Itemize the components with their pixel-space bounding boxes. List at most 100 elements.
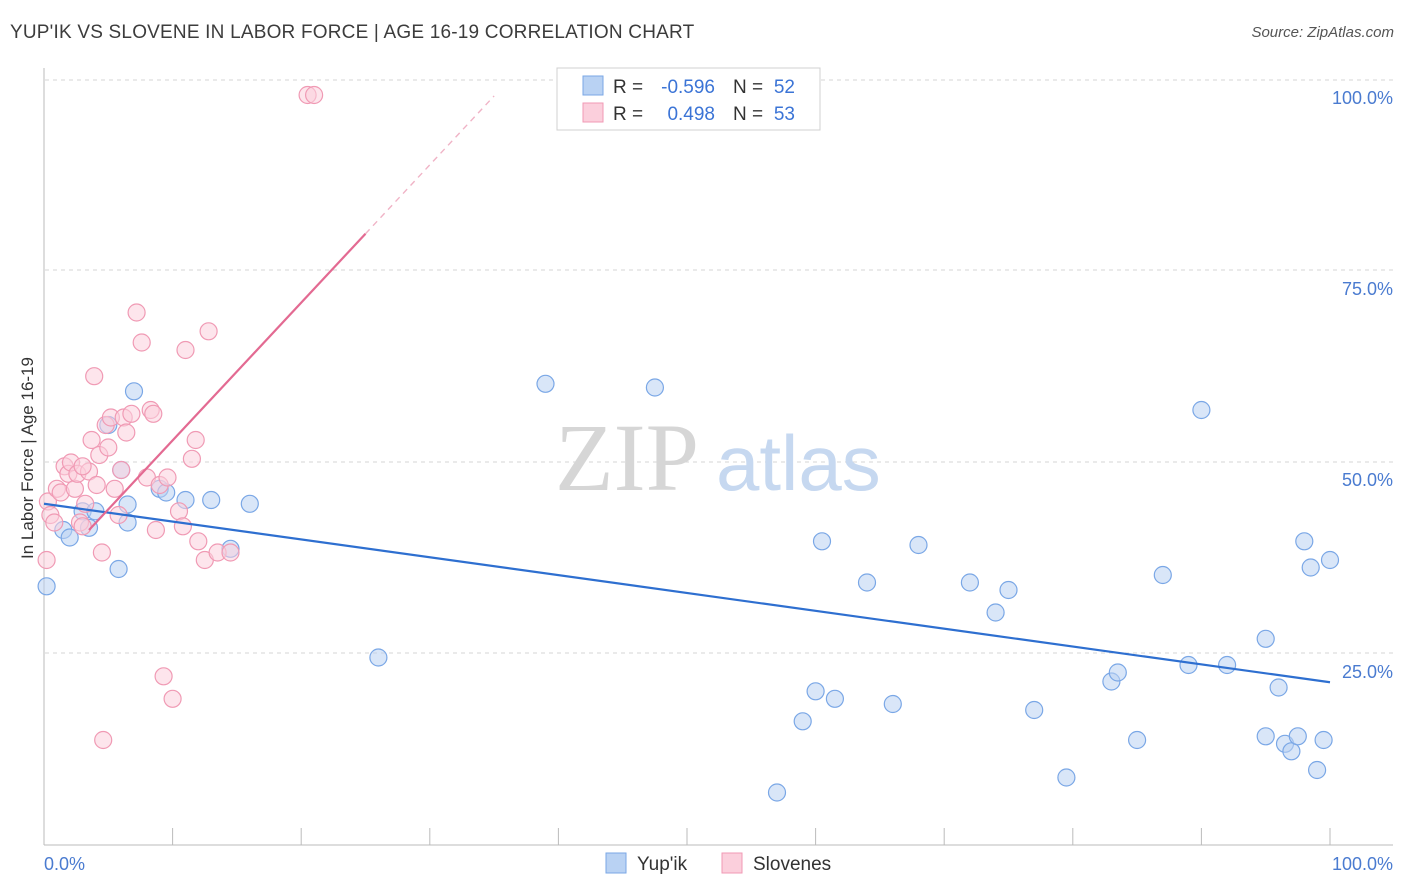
point-slovenes-12 bbox=[73, 517, 92, 536]
points-layer bbox=[37, 85, 1340, 802]
watermark-atlas: atlas bbox=[716, 419, 881, 507]
stats-r-value-yupik: -0.596 bbox=[661, 77, 715, 98]
source-credit: Source: ZipAtlas.com bbox=[1251, 24, 1394, 41]
point-yupik-43 bbox=[1269, 678, 1288, 697]
point-slovenes-19 bbox=[92, 543, 112, 562]
y-tick-label-75: 75.0% bbox=[1342, 279, 1393, 299]
point-yupik-45 bbox=[1282, 742, 1301, 761]
point-slovenes-24 bbox=[105, 479, 124, 498]
stats-n-label-yupik: N = bbox=[733, 77, 763, 98]
trend-layer bbox=[43, 95, 1331, 684]
point-slovenes-52 bbox=[73, 457, 92, 476]
point-yupik-31 bbox=[999, 580, 1018, 600]
point-yupik-40 bbox=[1217, 655, 1237, 675]
legend-label-slovenes: Slovenes bbox=[753, 854, 831, 875]
point-slovenes-39 bbox=[163, 689, 182, 708]
y-tick-label-25: 25.0% bbox=[1342, 662, 1393, 682]
point-yupik-19 bbox=[536, 374, 555, 393]
legend-swatch-slovenes bbox=[721, 852, 743, 874]
point-slovenes-38 bbox=[158, 468, 177, 487]
point-slovenes-15 bbox=[82, 430, 101, 450]
point-yupik-30 bbox=[986, 603, 1005, 622]
point-yupik-39 bbox=[1192, 400, 1211, 420]
point-yupik-17 bbox=[240, 494, 259, 513]
stats-swatch-slovenes bbox=[582, 102, 604, 123]
point-yupik-18 bbox=[369, 648, 388, 667]
point-slovenes-40 bbox=[169, 502, 189, 521]
trendline-slovenes bbox=[88, 232, 367, 531]
point-slovenes-29 bbox=[122, 404, 141, 423]
series-legend: Yup'ik Slovenes bbox=[605, 852, 831, 875]
point-yupik-21 bbox=[767, 783, 787, 802]
point-yupik-26 bbox=[857, 573, 877, 592]
y-tick-label-50: 50.0% bbox=[1342, 470, 1393, 490]
point-yupik-28 bbox=[909, 535, 928, 555]
x-tick-label-0: 0.0% bbox=[44, 854, 85, 874]
point-slovenes-34 bbox=[144, 404, 163, 423]
point-yupik-24 bbox=[812, 532, 832, 551]
stats-n-value-yupik: 52 bbox=[774, 77, 795, 98]
point-slovenes-47 bbox=[199, 322, 218, 341]
point-yupik-46 bbox=[1288, 727, 1307, 746]
stats-n-label-slovenes: N = bbox=[733, 104, 763, 125]
point-yupik-47 bbox=[1295, 532, 1314, 551]
chart-title: YUP'IK VS SLOVENE IN LABOR FORCE | AGE 1… bbox=[10, 22, 695, 43]
point-yupik-29 bbox=[960, 573, 980, 592]
point-yupik-37 bbox=[1153, 565, 1172, 585]
point-slovenes-20 bbox=[94, 730, 113, 750]
point-slovenes-16 bbox=[85, 367, 104, 386]
y-tick-label-100: 100.0% bbox=[1332, 88, 1393, 108]
point-yupik-33 bbox=[1057, 768, 1076, 787]
point-yupik-10 bbox=[109, 559, 128, 579]
x-axis-ticks bbox=[172, 828, 1331, 845]
point-slovenes-17 bbox=[87, 475, 106, 495]
trendline-slovenes-extension bbox=[364, 95, 495, 235]
point-slovenes-49 bbox=[221, 543, 240, 562]
point-yupik-22 bbox=[793, 712, 812, 731]
point-yupik-42 bbox=[1256, 727, 1275, 746]
stats-legend: R = -0.596 N = 52 R = 0.498 N = 53 bbox=[556, 67, 821, 131]
point-slovenes-28 bbox=[117, 423, 136, 442]
point-yupik-36 bbox=[1127, 730, 1147, 750]
point-yupik-11 bbox=[124, 382, 144, 401]
point-slovenes-37 bbox=[154, 667, 173, 686]
point-yupik-51 bbox=[1320, 550, 1340, 570]
point-yupik-27 bbox=[883, 694, 902, 714]
point-yupik-38 bbox=[1179, 655, 1198, 675]
stats-r-label-yupik: R = bbox=[613, 77, 643, 98]
stats-r-value-slovenes: 0.498 bbox=[667, 104, 715, 125]
point-yupik-0 bbox=[37, 577, 56, 596]
point-yupik-49 bbox=[1307, 760, 1327, 780]
watermark-zip: ZIP bbox=[555, 404, 699, 511]
legend-label-yupik: Yup'ik bbox=[637, 854, 688, 875]
point-yupik-25 bbox=[825, 689, 845, 708]
point-slovenes-35 bbox=[146, 520, 165, 540]
point-yupik-32 bbox=[1025, 700, 1044, 720]
point-slovenes-26 bbox=[112, 460, 131, 480]
x-tick-label-100: 100.0% bbox=[1332, 854, 1393, 874]
point-slovenes-22 bbox=[99, 438, 118, 457]
point-yupik-41 bbox=[1256, 629, 1275, 648]
point-slovenes-3 bbox=[45, 513, 64, 532]
legend-swatch-yupik bbox=[605, 852, 627, 874]
point-slovenes-30 bbox=[127, 303, 146, 322]
gridlines bbox=[45, 79, 1393, 654]
point-yupik-23 bbox=[806, 682, 825, 701]
point-slovenes-43 bbox=[182, 449, 201, 468]
point-slovenes-42 bbox=[176, 340, 195, 360]
y-axis-label: In Labor Force | Age 16-19 bbox=[18, 357, 37, 559]
point-yupik-15 bbox=[202, 490, 221, 510]
stats-swatch-yupik bbox=[582, 75, 604, 96]
point-slovenes-44 bbox=[186, 430, 205, 450]
point-slovenes-45 bbox=[189, 532, 208, 551]
point-yupik-20 bbox=[645, 378, 665, 397]
point-yupik-48 bbox=[1301, 558, 1320, 577]
stats-n-value-slovenes: 53 bbox=[774, 104, 795, 125]
point-slovenes-9 bbox=[65, 479, 85, 498]
point-slovenes-51 bbox=[305, 85, 324, 105]
point-yupik-2 bbox=[60, 528, 79, 547]
point-slovenes-0 bbox=[37, 550, 56, 570]
point-slovenes-31 bbox=[132, 333, 151, 352]
point-yupik-35 bbox=[1108, 663, 1127, 682]
